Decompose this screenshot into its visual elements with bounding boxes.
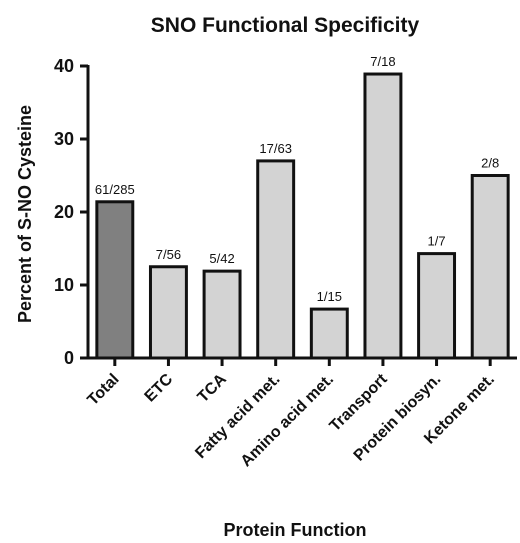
data-label: 7/18 xyxy=(370,54,395,69)
bar-ketone-met xyxy=(470,174,510,360)
bar-transport xyxy=(363,72,403,360)
data-label: 61/285 xyxy=(95,182,135,197)
chart-title: SNO Functional Specificity xyxy=(151,14,420,37)
y-tick-label: 10 xyxy=(54,275,74,295)
x-tick-label: Total xyxy=(84,371,122,409)
bar-fatty-acid-met xyxy=(256,159,296,360)
x-axis-title: Protein Function xyxy=(224,520,367,540)
x-tick-label: TCA xyxy=(195,370,231,406)
data-labels: 61/285 7/56 5/42 17/63 1/15 7/18 1/7 2/8 xyxy=(95,54,499,304)
x-tick-label: Amino acid met. xyxy=(238,371,337,470)
bar-etc xyxy=(148,265,188,360)
bars xyxy=(95,72,510,360)
bar-tca xyxy=(202,269,242,360)
bar-total xyxy=(95,200,135,360)
y-axis-title: Percent of S-NO Cysteine xyxy=(15,105,35,323)
y-axis: 0 10 20 30 40 xyxy=(54,56,90,368)
x-tick-label: ETC xyxy=(142,370,177,405)
y-tick-label: 0 xyxy=(64,348,74,368)
bar-protein-biosyn xyxy=(417,252,457,360)
data-label: 1/7 xyxy=(428,234,446,249)
bar-amino-acid-met xyxy=(309,307,349,360)
data-label: 7/56 xyxy=(156,247,181,262)
y-tick-label: 30 xyxy=(54,129,74,149)
data-label: 2/8 xyxy=(481,156,499,171)
data-label: 5/42 xyxy=(209,251,234,266)
y-tick-label: 40 xyxy=(54,56,74,76)
data-label: 17/63 xyxy=(259,141,292,156)
data-label: 1/15 xyxy=(317,289,342,304)
y-tick-label: 20 xyxy=(54,202,74,222)
